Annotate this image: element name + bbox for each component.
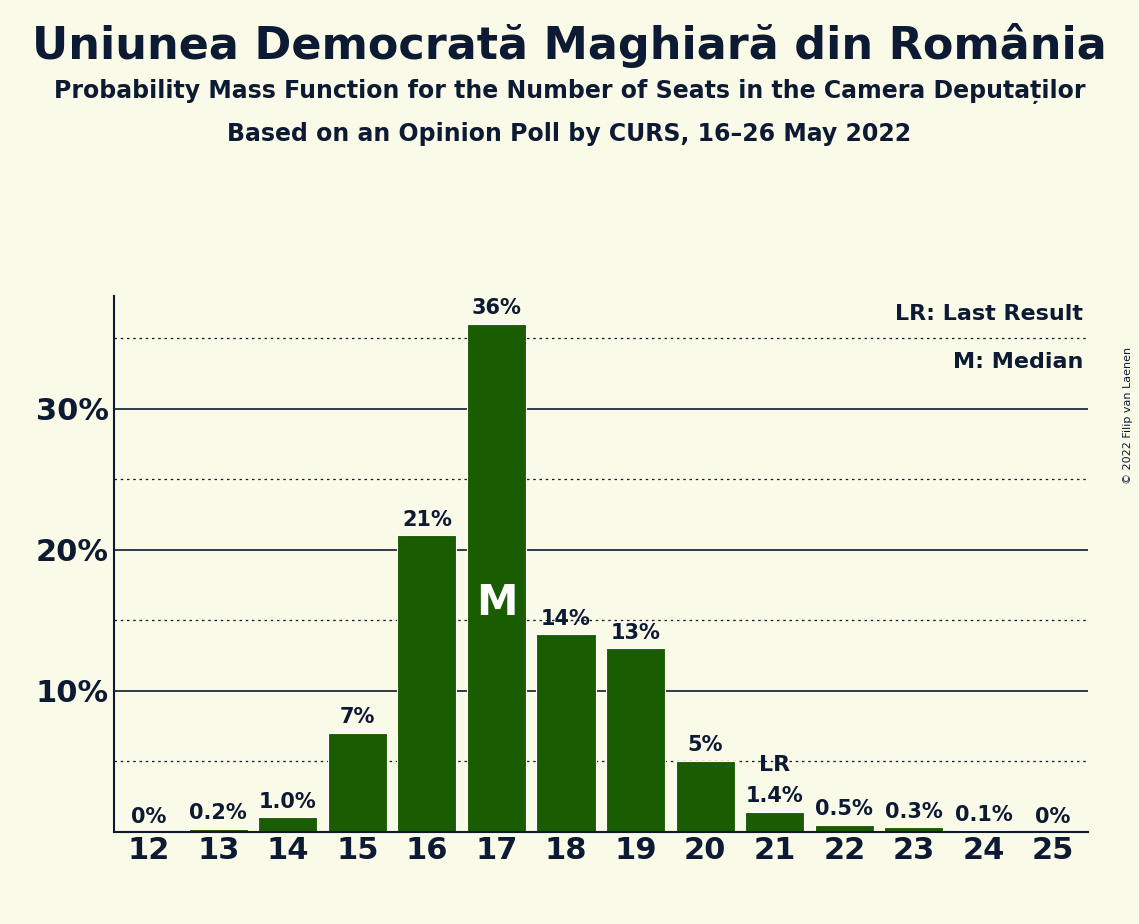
Text: © 2022 Filip van Laenen: © 2022 Filip van Laenen [1123,347,1133,484]
Text: 7%: 7% [339,707,375,727]
Text: 21%: 21% [402,510,452,529]
Bar [953,830,1013,832]
Bar [884,827,943,832]
Text: 14%: 14% [541,609,591,628]
Text: 0%: 0% [1035,808,1071,827]
Bar [259,818,318,832]
Bar [814,824,874,832]
Bar [675,761,735,832]
Text: 0.5%: 0.5% [816,799,874,819]
Text: 0%: 0% [131,808,166,827]
Bar [189,829,248,832]
Text: LR: LR [760,755,790,775]
Text: 1.0%: 1.0% [259,792,317,812]
Text: M: M [476,582,517,624]
Text: LR: Last Result: LR: Last Result [895,304,1083,323]
Bar [606,649,665,832]
Text: 0.2%: 0.2% [189,803,247,823]
Text: 13%: 13% [611,623,661,642]
Text: 1.4%: 1.4% [746,786,804,807]
Text: 36%: 36% [472,298,522,318]
Text: M: Median: M: Median [952,352,1083,372]
Bar [398,535,457,832]
Text: Probability Mass Function for the Number of Seats in the Camera Deputaților: Probability Mass Function for the Number… [54,79,1085,103]
Text: Uniunea Democrată Maghiară din România: Uniunea Democrată Maghiară din România [32,23,1107,68]
Text: 5%: 5% [688,736,723,756]
Text: 0.1%: 0.1% [954,805,1013,824]
Text: Based on an Opinion Poll by CURS, 16–26 May 2022: Based on an Opinion Poll by CURS, 16–26 … [228,122,911,146]
Bar [536,634,596,832]
Bar [328,733,387,832]
Bar [467,324,526,832]
Text: 0.3%: 0.3% [885,802,943,821]
Bar [745,812,804,832]
